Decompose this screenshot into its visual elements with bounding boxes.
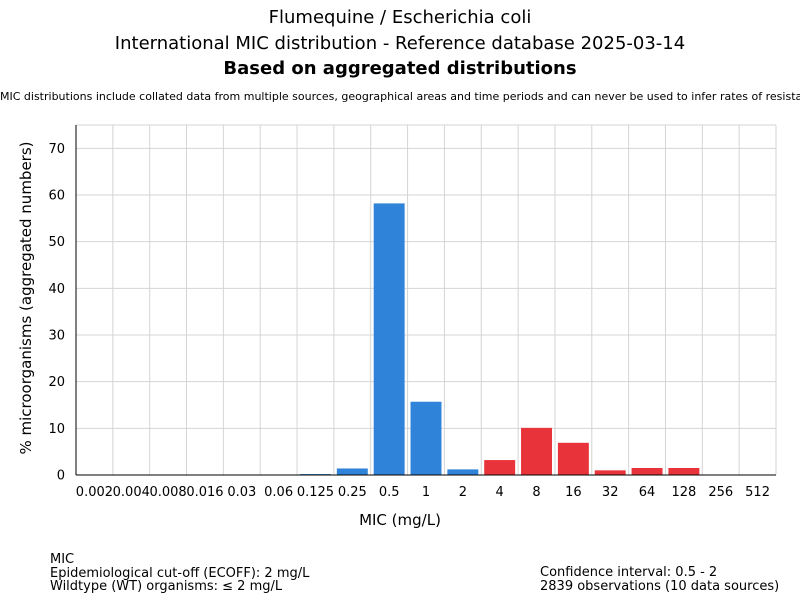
x-tick-label: 0.002	[76, 485, 113, 500]
x-tick-label: 1	[422, 485, 430, 500]
wildtype-text: Wildtype (WT) organisms: ≤ 2 mg/L	[50, 579, 283, 594]
axes: 0 10 20 30 40 50 60 70 0.002 0.004 0.008 0.016 0.03 0…	[48, 125, 776, 500]
x-tick-label: 2	[459, 485, 467, 500]
x-tick-label: 8	[532, 485, 540, 500]
x-tick-label: 32	[602, 485, 619, 500]
x-tick-label: 4	[496, 485, 504, 500]
x-tick-label: 0.004	[113, 485, 150, 500]
x-tick-label: 0.25	[338, 485, 367, 500]
x-tick-label: 256	[708, 485, 733, 500]
x-tick-label: 0.016	[186, 485, 223, 500]
footer-right: Confidence interval: 0.5 - 2 2839 observ…	[540, 566, 779, 593]
x-tick-label: 0.5	[379, 485, 400, 500]
ecoff-text: Epidemiological cut-off (ECOFF): 2 mg/L	[50, 565, 310, 581]
disclaimer-note: MIC distributions include collated data …	[0, 90, 800, 103]
y-tick-label: 60	[48, 189, 65, 204]
mic-label: MIC	[50, 552, 75, 567]
x-tick-label: 0.06	[264, 485, 293, 500]
bar-4	[484, 460, 516, 475]
chart-title: Flumequine / Escherichia coli	[268, 7, 532, 28]
x-tick-label: 16	[565, 485, 582, 500]
bar-1	[410, 401, 442, 475]
x-tick-label: 0.03	[227, 485, 256, 500]
bars	[300, 203, 700, 475]
x-tick-label: 0.125	[297, 485, 334, 500]
confidence-interval-text: Confidence interval: 0.5 - 2	[540, 565, 718, 580]
y-tick-label: 10	[48, 422, 65, 437]
x-tick-label: 128	[671, 485, 696, 500]
y-axis-label: % microorganisms (aggregated numbers)	[17, 141, 35, 454]
x-tick-label: 64	[639, 485, 656, 500]
y-tick-label: 50	[48, 235, 65, 250]
bar-16	[557, 442, 589, 475]
x-axis-label: MIC (mg/L)	[359, 511, 441, 529]
x-tick-label: 0.008	[149, 485, 186, 500]
bar-64	[631, 468, 663, 475]
bar-8	[521, 427, 552, 475]
y-tick-label: 30	[48, 329, 65, 344]
y-tick-label: 70	[48, 142, 65, 157]
y-tick-label: 20	[48, 375, 65, 390]
bar-32	[594, 470, 626, 475]
y-tick-label: 0	[57, 469, 65, 484]
footer-left: MIC Epidemiological cut-off (ECOFF): 2 m…	[50, 553, 309, 594]
bar-128	[668, 468, 700, 475]
bar-0.25	[336, 468, 368, 475]
observations-text: 2839 observations (10 data sources)	[540, 578, 780, 594]
chart-subtitle-bold: Based on aggregated distributions	[223, 58, 577, 79]
x-tick-label: 512	[745, 485, 770, 500]
chart-subtitle: International MIC distribution - Referen…	[114, 33, 686, 54]
y-tick-label: 40	[48, 282, 65, 297]
bar-2	[447, 469, 479, 475]
bar-0.5	[373, 203, 405, 475]
grid-lines	[75, 124, 777, 476]
